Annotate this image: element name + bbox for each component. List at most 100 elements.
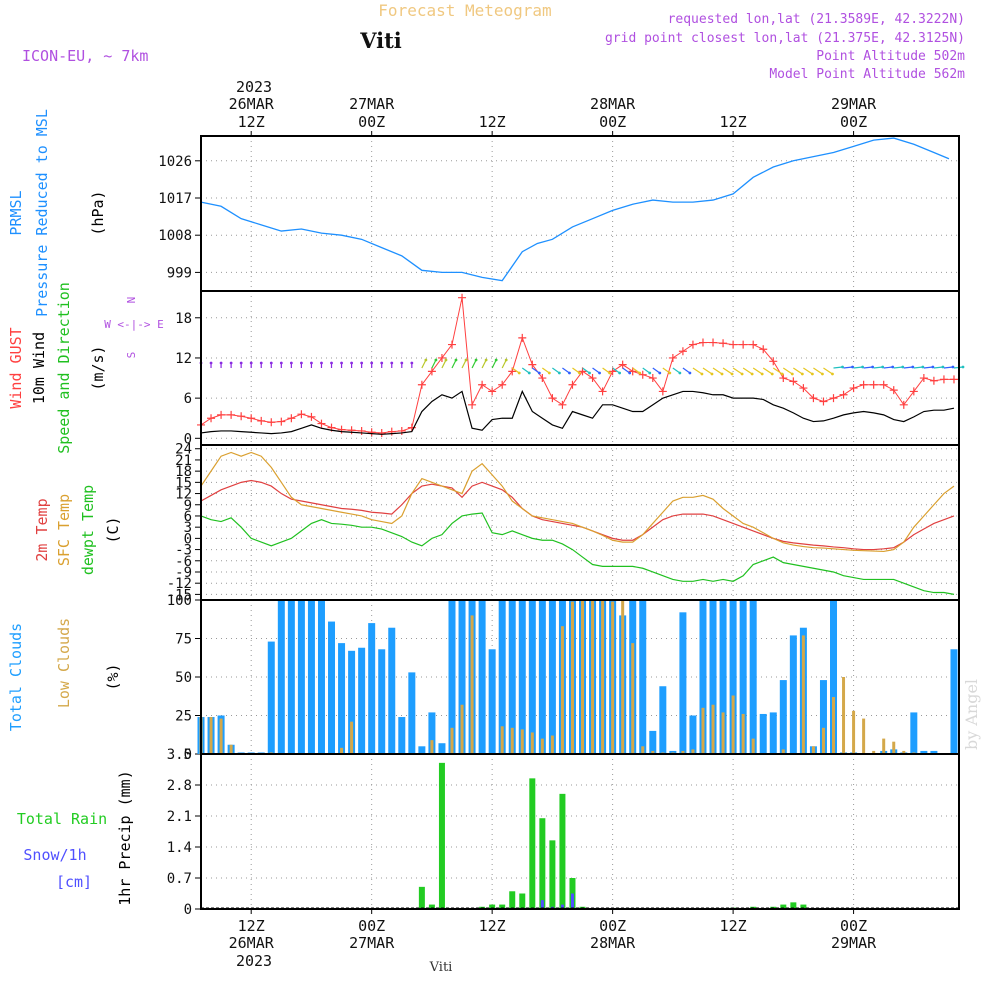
- wind-arrow-head: [578, 371, 581, 375]
- wind-direction-arrow: [612, 367, 620, 374]
- wind-direction-arrow: [521, 367, 530, 374]
- low-cloud-bar: [350, 721, 354, 754]
- wind-arrow-head: [891, 365, 895, 369]
- pressure-unit: (hPa): [89, 190, 107, 235]
- rain-bar: [559, 793, 566, 909]
- top-year-label: 2023: [236, 78, 272, 96]
- total-cloud-bar: [267, 641, 275, 754]
- rain-bar: [418, 886, 425, 909]
- top-hour-label: 00Z: [358, 113, 385, 131]
- wind-direction-arrow: [913, 366, 923, 369]
- wind-direction-arrow: [752, 367, 763, 375]
- wind-arrow-head: [740, 372, 744, 376]
- gust-marker: [478, 380, 487, 389]
- low-cloud-bar: [751, 738, 755, 754]
- gust-marker: [709, 338, 718, 347]
- wind-direction-arrow: [582, 367, 590, 374]
- ytick-label: -12: [167, 576, 192, 592]
- total-cloud-bar: [769, 712, 777, 754]
- ytick-label: 50: [175, 670, 192, 686]
- wind-direction-arrow: [712, 367, 723, 375]
- low-cloud-bar: [520, 729, 524, 754]
- bottom-date-label: 26MAR: [229, 934, 275, 952]
- total-cloud-bar: [368, 623, 376, 754]
- pressure-line: [200, 137, 950, 282]
- gust-marker: [729, 340, 738, 349]
- wind-direction-arrow: [572, 367, 580, 374]
- ytick-label: 100: [167, 593, 192, 609]
- ytick-label: 999: [167, 265, 192, 281]
- wind-arrow-head: [410, 361, 414, 365]
- low-cloud-bar: [711, 704, 715, 754]
- total-cloud-bar: [398, 717, 406, 754]
- rain-bar: [499, 904, 506, 909]
- total-clouds-label: Total Clouds: [7, 623, 25, 731]
- total-cloud-bar: [830, 600, 838, 754]
- precip-unit: 1hr Precip (mm): [116, 770, 134, 905]
- ytick-label: 0: [184, 431, 192, 447]
- temp-2m-line: [200, 479, 955, 551]
- ytick-label: 1017: [158, 191, 192, 207]
- wind-direction-arrow: [441, 359, 447, 369]
- low-cloud-bar: [781, 749, 785, 754]
- total-cloud-bar: [478, 600, 486, 754]
- gust-marker: [799, 384, 808, 393]
- wind-direction-arrow: [823, 367, 833, 375]
- gust-marker: [588, 374, 597, 383]
- low-cloud-bar: [872, 750, 876, 754]
- gust-marker: [357, 426, 366, 435]
- total-cloud-bar: [779, 680, 787, 754]
- low-cloud-bar: [340, 747, 344, 754]
- wind-direction-arrow: [471, 359, 477, 369]
- wind-arrow-head: [239, 361, 243, 365]
- ytick-label: -6: [175, 554, 192, 570]
- wind-direction-arrow: [421, 359, 427, 369]
- gust-marker: [749, 340, 758, 349]
- gust-marker: [337, 425, 346, 434]
- low-cloud-bar: [601, 600, 605, 754]
- wind-arrow-head: [259, 361, 263, 365]
- wind-arrow-head: [790, 372, 794, 376]
- total-cloud-bar: [307, 600, 315, 754]
- top-hour-label: 12Z: [479, 113, 506, 131]
- gust-marker: [488, 387, 497, 396]
- wind-arrow-head: [424, 358, 428, 362]
- ytick-label: 3: [184, 520, 192, 536]
- top-hour-label: 12Z: [720, 113, 747, 131]
- wind-direction-arrow: [923, 366, 933, 369]
- wind-direction-arrow: [702, 367, 713, 375]
- low-cloud-bar: [892, 741, 896, 754]
- gust-marker: [397, 426, 406, 435]
- gust-marker: [538, 374, 547, 383]
- wind-arrow-head: [881, 365, 885, 369]
- ytick-label: 1.4: [167, 840, 192, 856]
- wind-arrow-head: [484, 358, 488, 362]
- compass-north: N: [125, 297, 138, 304]
- bottom-date-label: 29MAR: [831, 934, 877, 952]
- wind-arrow-head: [434, 358, 438, 362]
- total-cloud-bar: [930, 750, 938, 754]
- wind-direction-arrow: [853, 366, 863, 369]
- total-cloud-bar: [378, 649, 386, 754]
- wind-arrow-head: [504, 358, 508, 362]
- total-cloud-bar: [418, 746, 426, 754]
- gust-marker: [678, 347, 687, 356]
- ytick-label: 3.5: [167, 747, 192, 763]
- wind-arrow-head: [831, 372, 834, 376]
- wind-direction-arrow: [692, 367, 703, 375]
- wind-arrow-head: [269, 361, 273, 365]
- top-date-label: 26MAR: [229, 95, 275, 113]
- gust-marker: [498, 380, 507, 389]
- wind-arrow-head: [350, 361, 353, 365]
- gust-marker: [568, 380, 577, 389]
- gust-marker: [317, 419, 326, 428]
- ytick-label: -9: [175, 565, 192, 581]
- ytick-label: 25: [175, 709, 192, 725]
- ytick-label: 1026: [158, 154, 192, 170]
- low-cloud-bar: [611, 601, 615, 754]
- wind-arrow-head: [588, 371, 591, 375]
- total-cloud-bar: [719, 600, 727, 754]
- low-cloud-bar: [902, 750, 906, 754]
- total-cloud-bar: [950, 649, 958, 754]
- wind-arrow-head: [608, 371, 611, 375]
